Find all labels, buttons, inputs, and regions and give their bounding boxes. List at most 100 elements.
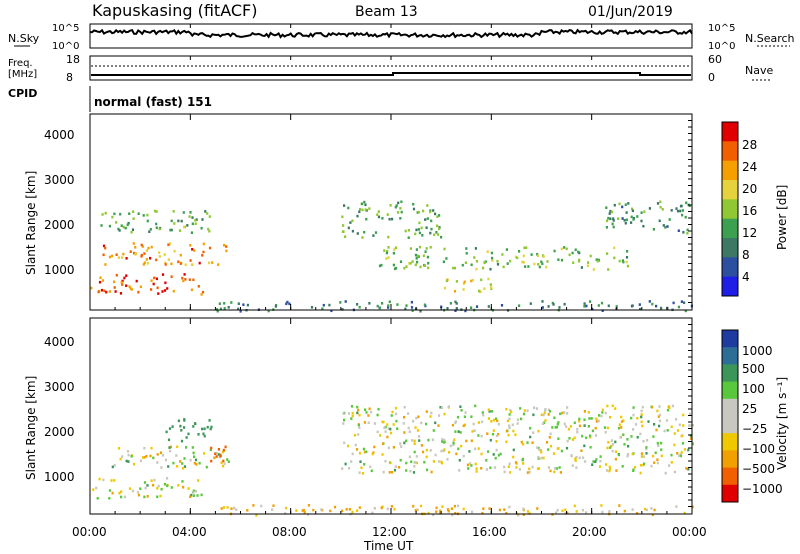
data-cell: [475, 467, 478, 470]
data-cell: [597, 419, 600, 423]
data-cell: [206, 425, 209, 429]
data-cell: [376, 213, 379, 216]
data-cell: [561, 509, 564, 513]
data-cell: [400, 210, 403, 214]
data-cell: [131, 228, 135, 231]
data-cell: [329, 509, 332, 513]
data-cell: [156, 487, 159, 490]
data-cell: [206, 212, 209, 215]
data-cell: [636, 435, 639, 439]
data-cell: [419, 265, 422, 269]
data-cell: [657, 415, 660, 418]
velocity-colorbar-swatch: [722, 330, 738, 348]
data-cell: [675, 207, 678, 210]
data-cell: [601, 408, 604, 412]
data-cell: [683, 448, 686, 451]
data-cell: [395, 204, 398, 207]
data-cell: [601, 411, 604, 414]
data-cell: [388, 217, 391, 221]
data-cell: [143, 456, 146, 459]
data-cell: [492, 453, 495, 456]
data-cell: [272, 504, 275, 507]
data-cell: [295, 509, 298, 512]
data-cell: [496, 419, 499, 423]
data-cell: [448, 451, 451, 454]
data-cell: [388, 471, 391, 474]
data-cell: [493, 466, 497, 469]
data-cell: [127, 453, 130, 457]
data-cell: [547, 466, 550, 469]
data-cell: [110, 254, 114, 258]
data-cell: [155, 226, 158, 230]
data-cell: [381, 453, 384, 456]
data-cell: [595, 258, 598, 261]
data-cell: [189, 259, 192, 262]
data-cell: [627, 202, 630, 205]
data-cell: [622, 433, 625, 436]
data-cell: [380, 506, 383, 510]
data-cell: [553, 470, 556, 474]
data-cell: [490, 420, 493, 423]
data-cell: [387, 256, 390, 259]
data-cell: [412, 207, 416, 211]
data-cell: [641, 405, 644, 409]
data-cell: [636, 215, 639, 218]
data-cell: [571, 438, 575, 441]
data-cell: [405, 461, 408, 465]
data-cell: [632, 218, 635, 221]
data-cell: [509, 259, 512, 263]
data-cell: [609, 209, 612, 213]
data-cell: [607, 441, 610, 444]
data-cell: [108, 224, 111, 228]
freq-tick-top: 18: [66, 53, 80, 66]
data-cell: [631, 452, 634, 456]
data-cell: [168, 449, 172, 453]
data-cell: [594, 426, 597, 430]
data-cell: [668, 406, 671, 409]
data-cell: [386, 213, 389, 216]
data-cell: [321, 307, 324, 310]
data-cell: [436, 233, 440, 236]
data-cell: [583, 418, 586, 421]
data-cell: [239, 310, 242, 313]
data-cell: [163, 482, 166, 486]
power-cbar-tick-24: 24: [742, 160, 757, 174]
data-cell: [518, 250, 521, 253]
data-cell: [454, 421, 457, 425]
power-ylabel: Slant Range [km]: [24, 171, 38, 275]
data-cell: [566, 412, 569, 415]
data-cell: [512, 448, 515, 452]
data-cell: [347, 226, 350, 230]
data-cell: [678, 423, 681, 427]
data-cell: [200, 293, 203, 296]
data-cell: [302, 508, 305, 512]
data-cell: [645, 508, 648, 512]
data-cell: [180, 219, 183, 223]
velocity-colorbar-swatch: [722, 347, 738, 365]
data-cell: [454, 309, 457, 312]
data-cell: [561, 411, 564, 415]
data-cell: [611, 404, 614, 408]
data-cell: [222, 459, 225, 463]
data-cell: [358, 471, 361, 474]
data-cell: [417, 435, 421, 438]
data-cell: [685, 201, 688, 205]
data-cell: [618, 259, 621, 263]
data-cell: [115, 221, 118, 224]
data-cell: [641, 424, 644, 428]
data-cell: [454, 300, 457, 304]
data-cell: [609, 416, 612, 419]
data-cell: [435, 506, 438, 510]
data-cell: [124, 226, 127, 230]
data-cell: [417, 228, 420, 231]
data-cell: [207, 227, 210, 231]
data-cell: [398, 466, 401, 469]
data-cell: [607, 216, 610, 220]
data-cell: [440, 305, 443, 309]
data-cell: [595, 420, 598, 423]
data-cell: [208, 261, 211, 265]
data-cell: [386, 507, 389, 511]
velocity-colorbar-swatch: [722, 381, 738, 400]
data-cell: [459, 431, 462, 434]
data-cell: [418, 439, 421, 442]
